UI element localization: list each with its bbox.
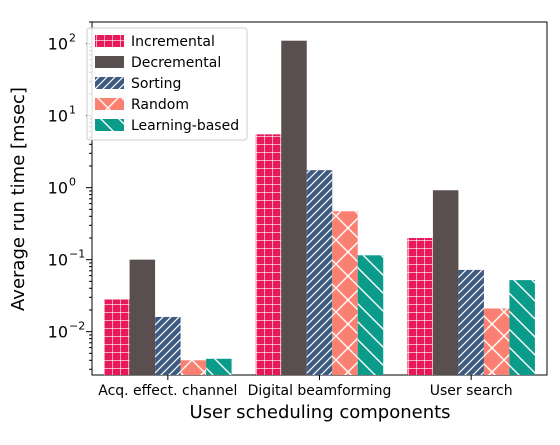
legend-frame: [86, 27, 248, 141]
y-tick-label-2: 10: [48, 179, 68, 198]
bars: [104, 40, 535, 376]
legend-label-4: Learning-based: [131, 118, 239, 134]
y-tick-exponent-4: 2: [69, 32, 76, 45]
y-tick-exponent-3: 1: [69, 104, 76, 117]
bar-hatch-3-0: [180, 360, 207, 375]
legend-swatch-hatch-2: [95, 77, 124, 89]
legend: Incremental Decremental Sorting Random Learn…: [86, 27, 248, 141]
y-tick-label-3: 10: [48, 107, 68, 126]
x-tick-label-0: Acq. effect. channel: [98, 383, 237, 399]
y-axis-title: Average run time [msec]: [8, 87, 29, 311]
bar-hatch-4-1: [357, 255, 384, 375]
y-tick-exponent-1: −1: [69, 248, 85, 261]
legend-swatch-hatch-3: [95, 98, 124, 110]
bar-hatch-0-1: [255, 134, 282, 375]
x-axis-title: User scheduling components: [189, 402, 450, 423]
legend-swatch-hatch-4: [95, 119, 124, 131]
legend-label-0: Incremental: [131, 34, 215, 50]
bar-hatch-4-0: [206, 358, 232, 375]
y-tick-label-1: 10: [48, 251, 68, 270]
x-tick-label-2: User search: [430, 383, 513, 399]
legend-label-2: Sorting: [131, 76, 181, 92]
legend-label-1: Decremental: [131, 55, 221, 71]
legend-swatch-1: [95, 56, 124, 68]
bar-1-2: [432, 190, 459, 375]
y-tick-label-0: 10: [48, 323, 68, 342]
bar-hatch-2-0: [155, 316, 181, 375]
x-tick-label-1: Digital beamforming: [248, 383, 392, 399]
bar-hatch-2-2: [458, 269, 484, 375]
bar-hatch-0-2: [407, 237, 433, 375]
y-tick-exponent-0: −2: [69, 320, 85, 333]
bar-1-1: [281, 40, 307, 376]
x-axis-ticks: Acq. effect. channel Digital beamforming U…: [98, 375, 513, 399]
bar-hatch-3-1: [332, 211, 358, 375]
bar-hatch-0-0: [104, 299, 130, 375]
y-tick-exponent-2: 0: [69, 176, 76, 189]
y-tick-label-4: 10: [48, 35, 68, 54]
bar-hatch-2-1: [306, 170, 333, 375]
legend-label-3: Random: [131, 97, 189, 113]
bar-hatch-3-2: [483, 308, 510, 375]
legend-swatch-hatch-0: [95, 35, 124, 47]
bar-1-0: [129, 259, 156, 375]
bar-hatch-4-2: [509, 280, 535, 375]
